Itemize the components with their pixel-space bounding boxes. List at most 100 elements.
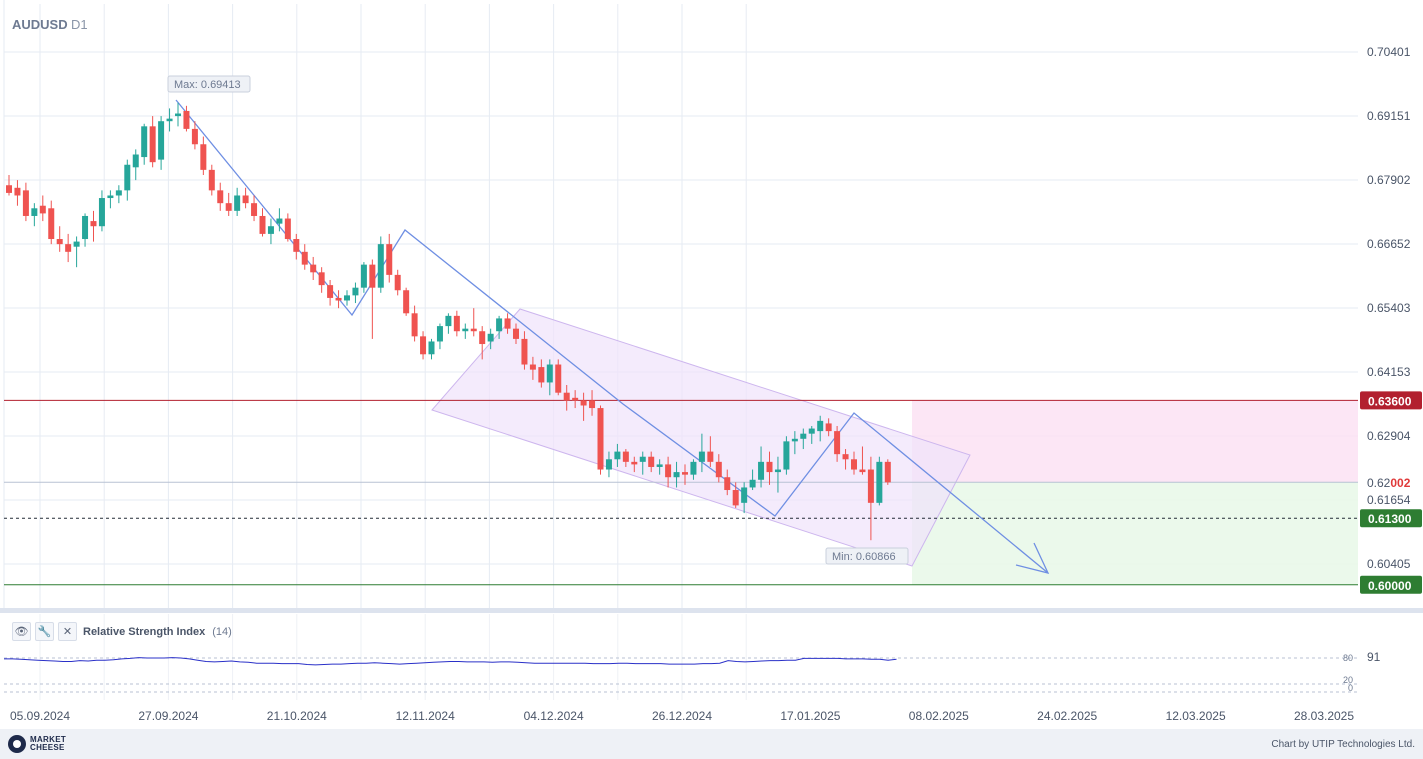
- candle-body: [589, 400, 596, 409]
- candle: [377, 236, 384, 293]
- candle: [166, 108, 173, 132]
- candle-body: [682, 472, 688, 475]
- max-label: Max: 0.69413: [174, 79, 241, 91]
- price-tick: 0.67902: [1367, 173, 1411, 187]
- candle-body: [90, 221, 97, 227]
- candle-body: [217, 190, 224, 204]
- price-axis[interactable]: 0.70401 0.69151 0.67902 0.66652 0.65403 0.641…: [0, 45, 1423, 613]
- candle-body: [234, 195, 241, 211]
- footer: MARKET CHEESE Chart by UTIP Technologies…: [0, 729, 1423, 759]
- candle-body: [82, 215, 89, 240]
- candle-body: [698, 451, 705, 462]
- wrench-icon[interactable]: 🔧: [35, 622, 54, 641]
- candle: [673, 461, 680, 488]
- candle: [682, 464, 688, 485]
- candle-body: [631, 461, 638, 465]
- time-tick: 17.01.2025: [780, 709, 840, 723]
- candle-body: [504, 318, 511, 329]
- price-channel: [431, 308, 971, 567]
- candle-body: [597, 408, 604, 470]
- candle-body: [834, 431, 841, 455]
- candle-body: [817, 420, 824, 432]
- pane-separator: [0, 608, 1423, 613]
- candle: [758, 446, 765, 488]
- candle: [149, 116, 156, 168]
- candle: [766, 451, 773, 485]
- candle: [327, 280, 334, 306]
- candle-body: [344, 295, 350, 301]
- candle-body: [707, 451, 714, 462]
- min-label-box: [825, 547, 909, 565]
- candle-body: [310, 264, 317, 273]
- candle: [834, 425, 841, 462]
- price-tag-bg: [1360, 391, 1422, 410]
- candle-body: [783, 441, 790, 470]
- candle-body: [98, 198, 105, 227]
- time-tick: 27.09.2024: [138, 709, 198, 723]
- candle: [876, 456, 883, 506]
- candle: [318, 267, 325, 293]
- candle-body: [774, 469, 781, 473]
- candle: [14, 180, 21, 206]
- candle: [538, 359, 545, 388]
- current-price-label: 0.62002: [1367, 476, 1411, 490]
- candle-body: [791, 438, 798, 442]
- candle: [800, 428, 807, 450]
- eye-icon[interactable]: 👁: [12, 622, 31, 641]
- candle-body: [259, 215, 266, 234]
- candle-body: [327, 285, 334, 298]
- candle-body: [166, 118, 173, 122]
- candle-body: [851, 459, 857, 470]
- candle: [656, 459, 663, 475]
- stop-zone: [912, 400, 1358, 483]
- candle-body: [605, 459, 612, 470]
- candle: [690, 459, 697, 480]
- candle-body: [758, 461, 765, 480]
- candle: [774, 456, 781, 493]
- price-tick: 0.60405: [1367, 557, 1411, 571]
- candle: [386, 233, 393, 283]
- candle-body: [876, 461, 883, 503]
- time-axis[interactable]: 05.09.2024 27.09.2024 21.10.2024 12.11.2024…: [10, 709, 1354, 723]
- price-tick: 0.69151: [1367, 109, 1411, 123]
- candle: [124, 159, 131, 201]
- candle-body: [411, 313, 418, 337]
- candle: [453, 310, 460, 337]
- candle: [369, 259, 376, 339]
- candle-body: [360, 264, 367, 288]
- candle-body: [242, 195, 249, 204]
- candle: [851, 451, 857, 475]
- rsi-level-80-label: 80: [1343, 653, 1353, 663]
- candle-body: [39, 205, 46, 214]
- candle-body: [673, 472, 680, 478]
- candle: [479, 326, 486, 360]
- candle: [284, 213, 291, 242]
- candle-body: [158, 121, 165, 160]
- indicator-param: (14): [212, 625, 232, 638]
- candle: [555, 359, 562, 396]
- candle: [115, 185, 122, 204]
- marketcheese-logo[interactable]: MARKET CHEESE: [8, 735, 66, 753]
- trade-zones: [912, 400, 1358, 585]
- candle: [39, 195, 46, 222]
- candle-body: [107, 195, 114, 199]
- candle-body: [741, 487, 748, 503]
- close-icon[interactable]: ✕: [58, 622, 77, 641]
- candle-body: [191, 128, 198, 145]
- candle-body: [842, 454, 849, 460]
- candle-body: [732, 490, 739, 506]
- candle-body: [200, 144, 207, 170]
- candle-body: [403, 290, 410, 314]
- time-tick: 24.02.2025: [1037, 709, 1097, 723]
- candle: [175, 102, 181, 127]
- candle: [749, 469, 756, 491]
- candle: [132, 149, 139, 181]
- candle: [411, 305, 418, 342]
- candle-body: [73, 241, 80, 247]
- logo-mark-icon: [8, 735, 26, 753]
- candle: [242, 187, 249, 209]
- candle-body: [149, 126, 156, 163]
- candle: [589, 390, 596, 416]
- candle: [504, 313, 511, 334]
